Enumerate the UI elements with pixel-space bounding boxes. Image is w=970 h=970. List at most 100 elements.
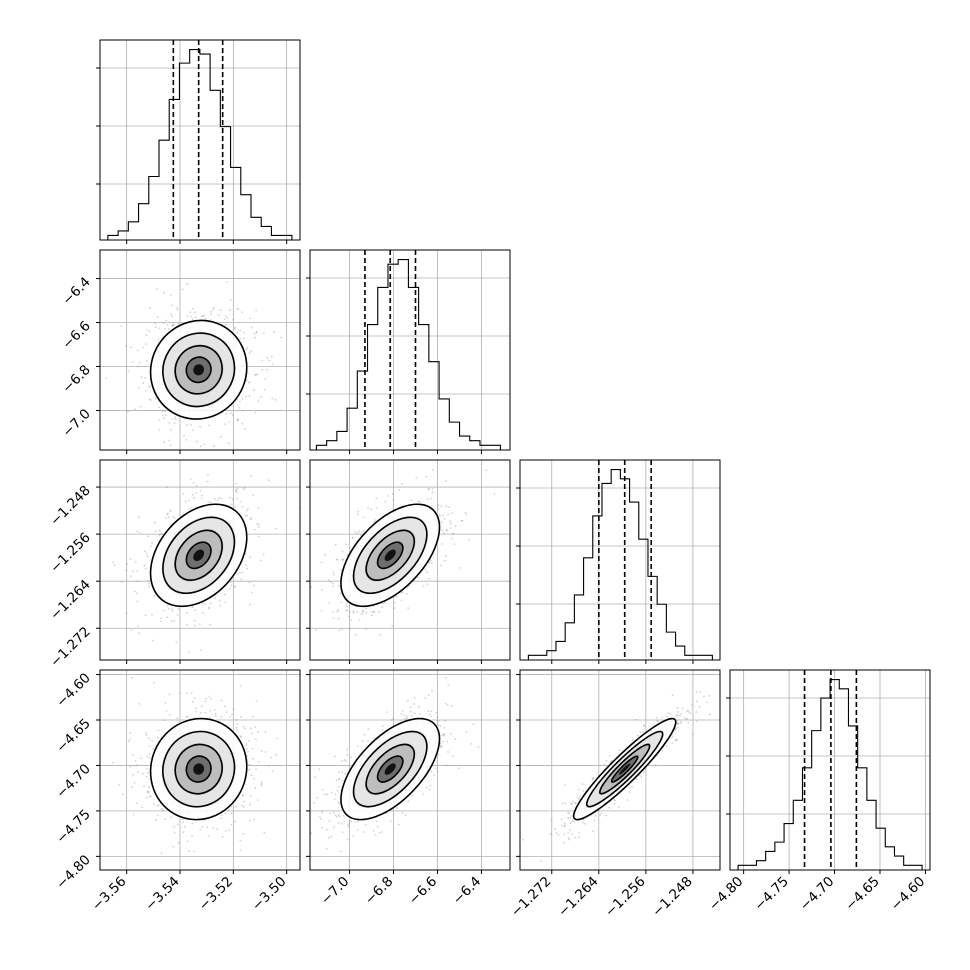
scatter-point <box>166 324 169 326</box>
scatter-point <box>334 814 337 817</box>
scatter-point <box>326 793 329 796</box>
scatter-point <box>221 814 223 816</box>
scatter-point <box>228 421 231 423</box>
scatter-point <box>171 418 174 420</box>
scatter-point <box>243 488 245 491</box>
scatter-point <box>273 331 275 333</box>
axes-frame <box>309 459 511 661</box>
scatter-point <box>392 498 395 501</box>
scatter-point <box>440 505 443 508</box>
scatter-point <box>149 545 152 548</box>
scatter-point <box>571 820 574 822</box>
scatter-point <box>431 488 434 490</box>
scatter-point <box>153 594 156 597</box>
scatter-point <box>348 822 351 825</box>
scatter-point <box>147 580 150 582</box>
scatter-point <box>410 499 413 501</box>
scatter-point <box>156 805 159 807</box>
scatter-point <box>333 826 335 829</box>
x-tick-label: −4.70 <box>797 874 838 915</box>
scatter-point <box>381 729 384 732</box>
scatter-point <box>656 716 658 719</box>
scatter-point <box>121 793 124 796</box>
scatter-point <box>255 331 258 334</box>
density-peak <box>384 549 396 562</box>
scatter-point <box>138 702 141 705</box>
scatter-point <box>261 359 264 362</box>
scatter-point <box>379 633 382 636</box>
scatter-point <box>344 772 347 775</box>
scatter-point <box>146 796 148 799</box>
scatter-point <box>137 365 140 368</box>
scatter-point <box>163 719 166 722</box>
scatter-point <box>445 676 448 679</box>
scatter-point <box>367 728 370 730</box>
scatter-point <box>357 532 359 535</box>
scatter-point <box>569 816 572 819</box>
scatter-point <box>214 713 217 715</box>
scatter-point <box>350 619 352 621</box>
contour-line <box>572 717 677 821</box>
scatter-point <box>249 517 252 520</box>
scatter-point <box>199 623 201 625</box>
scatter-point <box>410 714 413 717</box>
scatter-point <box>676 707 679 709</box>
scatter-point <box>218 599 221 602</box>
scatter-point <box>310 832 313 835</box>
scatter-point <box>177 322 180 325</box>
scatter-point <box>362 610 365 613</box>
scatter-point <box>445 764 448 767</box>
scatter-point <box>391 492 394 495</box>
scatter-point <box>170 816 173 819</box>
scatter-point <box>191 822 194 825</box>
scatter-point <box>245 514 248 517</box>
scatter-point <box>654 764 657 766</box>
scatter-point <box>105 377 108 380</box>
scatter-point <box>572 820 575 823</box>
scatter-point <box>192 493 195 496</box>
scatter-point <box>239 849 242 851</box>
scatter-point <box>217 499 219 501</box>
y-tick-label: −6.6 <box>59 318 93 352</box>
scatter-point <box>390 719 393 721</box>
scatter-point <box>676 719 679 721</box>
scatter-point <box>661 716 664 719</box>
scatter-point <box>434 767 437 769</box>
scatter-point <box>437 724 440 727</box>
scatter-point <box>200 705 203 708</box>
scatter-point <box>341 822 343 825</box>
scatter-point <box>605 814 608 817</box>
y-tick-label: −6.8 <box>59 362 93 396</box>
scatter-point <box>675 727 677 730</box>
scatter-point <box>204 317 207 320</box>
y-tick-label: −1.256 <box>47 530 94 577</box>
scatter-point <box>341 831 344 834</box>
scatter-point <box>332 571 334 573</box>
scatter-point <box>425 475 428 478</box>
contour-line <box>185 755 212 783</box>
scatter-point <box>335 815 338 818</box>
scatter-point <box>576 797 579 799</box>
scatter-point <box>628 787 631 790</box>
scatter-point <box>168 422 171 424</box>
scatter-point <box>426 571 429 574</box>
scatter-point <box>199 489 202 492</box>
scatter-point <box>334 793 337 796</box>
scatter-point <box>201 315 204 318</box>
x-tick-label: −1.272 <box>508 874 555 921</box>
scatter-point <box>352 835 354 837</box>
scatter-point <box>194 624 197 627</box>
scatter-point <box>224 601 227 603</box>
scatter-point <box>341 550 344 553</box>
scatter-point <box>549 832 552 835</box>
scatter-point <box>171 324 174 327</box>
scatter-point <box>257 730 260 733</box>
scatter-point <box>151 639 154 642</box>
scatter-point <box>253 818 255 821</box>
scatter-point <box>146 791 149 793</box>
scatter-point <box>593 819 596 822</box>
scatter-point <box>613 802 616 805</box>
scatter-point <box>112 561 115 564</box>
scatter-point <box>239 735 242 737</box>
scatter-point <box>223 318 226 320</box>
